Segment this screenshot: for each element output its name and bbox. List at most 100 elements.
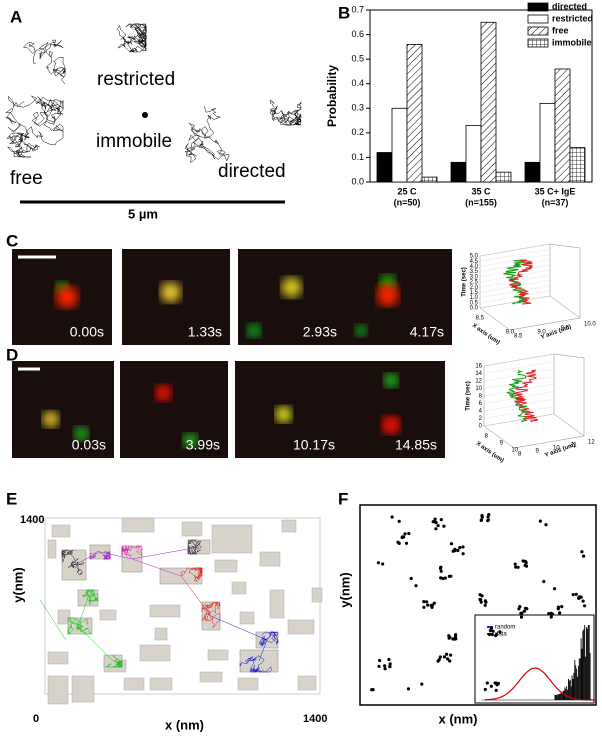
- obstacle: [281, 519, 297, 533]
- molecule: [581, 599, 585, 603]
- obstacle: [47, 675, 69, 705]
- molecule: [480, 515, 484, 519]
- legend-label: immobile: [552, 37, 592, 47]
- y-tick-label: 0.4: [351, 78, 364, 88]
- axis-box: [483, 425, 515, 449]
- obstacle: [57, 609, 71, 625]
- z-axis-label: Time (sec): [466, 381, 472, 411]
- molecule: [430, 605, 434, 610]
- hop-path: [131, 558, 182, 577]
- obstacle: [231, 581, 247, 595]
- x-tick-note: (n=50): [394, 197, 421, 207]
- bar: [376, 152, 393, 183]
- molecule: [516, 565, 520, 569]
- fluorescent-spot: [355, 324, 368, 337]
- axis-box: [553, 353, 585, 359]
- trajectory: [61, 549, 85, 575]
- trajectory: [201, 601, 221, 628]
- molecule: [583, 604, 587, 608]
- molecule: [436, 524, 440, 528]
- bar: [480, 21, 497, 183]
- z-tick-label: 0: [479, 424, 483, 430]
- fluorescent-spot: [74, 426, 89, 441]
- trajectory: [105, 654, 123, 668]
- molecule: [377, 664, 381, 669]
- molecule: [445, 652, 449, 656]
- obstacle: [297, 675, 317, 691]
- axis-box: [479, 307, 511, 331]
- grid-line: [479, 249, 551, 262]
- legend-swatch: [527, 14, 549, 24]
- trajectory: [6, 132, 40, 158]
- grid-line: [479, 285, 551, 298]
- grid-line: [483, 361, 555, 374]
- molecule: [456, 548, 460, 553]
- fluorescent-spot: [275, 406, 292, 423]
- molecule: [431, 520, 435, 524]
- trajectory: [22, 39, 66, 85]
- obstacle: [214, 559, 238, 573]
- obstacle: [237, 677, 259, 691]
- timestamp: 10.17s: [293, 437, 335, 453]
- molecule: [406, 687, 410, 691]
- fluorescent-spot: [382, 416, 400, 435]
- molecule: [488, 629, 492, 633]
- bar: [539, 102, 556, 183]
- molecule: [378, 658, 382, 663]
- z-tick-label: 0.0: [470, 306, 479, 312]
- obstacle: [149, 677, 173, 691]
- y-tick-label: 0.6: [351, 29, 364, 39]
- z-tick-label: 12: [475, 379, 482, 385]
- x-tick-label: 9.0: [506, 330, 515, 336]
- molecule: [522, 609, 527, 613]
- legend-swatch: [527, 26, 549, 36]
- molecule: [448, 659, 452, 663]
- hop-path: [77, 597, 89, 627]
- fluorescent-spot: [247, 323, 262, 338]
- fluorescent-spot: [42, 411, 59, 428]
- obstacle: [121, 517, 155, 533]
- obstacle: [211, 524, 253, 554]
- panel-label: B: [338, 3, 350, 22]
- molecule: [407, 531, 411, 536]
- obstacle: [311, 587, 323, 603]
- molecule: [479, 600, 483, 604]
- molecule: [494, 634, 498, 638]
- obstacle: [71, 675, 95, 703]
- obstacle: [47, 651, 69, 665]
- molecule: [451, 637, 455, 641]
- molecule: [493, 681, 497, 685]
- trajectory: [269, 99, 302, 126]
- y-tick-label: 10.0: [584, 322, 596, 328]
- molecule: [397, 541, 401, 546]
- hop-path: [180, 575, 212, 617]
- y-tick-label: 0.2: [351, 127, 364, 137]
- bar: [569, 147, 586, 183]
- obstacle: [154, 627, 168, 641]
- molecule: [388, 662, 392, 666]
- molecule: [449, 542, 454, 546]
- molecule: [376, 561, 380, 565]
- hop-path: [210, 615, 268, 641]
- x-tick-label: 35 C: [471, 186, 491, 196]
- panel-label: D: [6, 345, 18, 364]
- obstacle: [181, 521, 203, 537]
- trajectory: [239, 655, 272, 673]
- molecule: [453, 634, 458, 639]
- molecule: [447, 636, 451, 640]
- y-tick-label: 0.7: [351, 4, 364, 14]
- y-tick-label: 10: [553, 446, 560, 452]
- timestamp: 0.03s: [72, 437, 106, 453]
- y-tick-label: 9.5: [561, 326, 570, 332]
- obstacle: [287, 619, 315, 635]
- molecule: [451, 549, 455, 553]
- molecule: [542, 579, 546, 584]
- molecule: [480, 594, 484, 598]
- z-tick-label: 4.0: [470, 264, 479, 270]
- grid-line: [479, 269, 551, 283]
- z-tick-label: 3.5: [470, 269, 479, 275]
- legend-swatch: [487, 626, 493, 628]
- x-tick-label: 8.5: [476, 316, 485, 322]
- molecule: [426, 603, 430, 607]
- molecule: [538, 519, 543, 523]
